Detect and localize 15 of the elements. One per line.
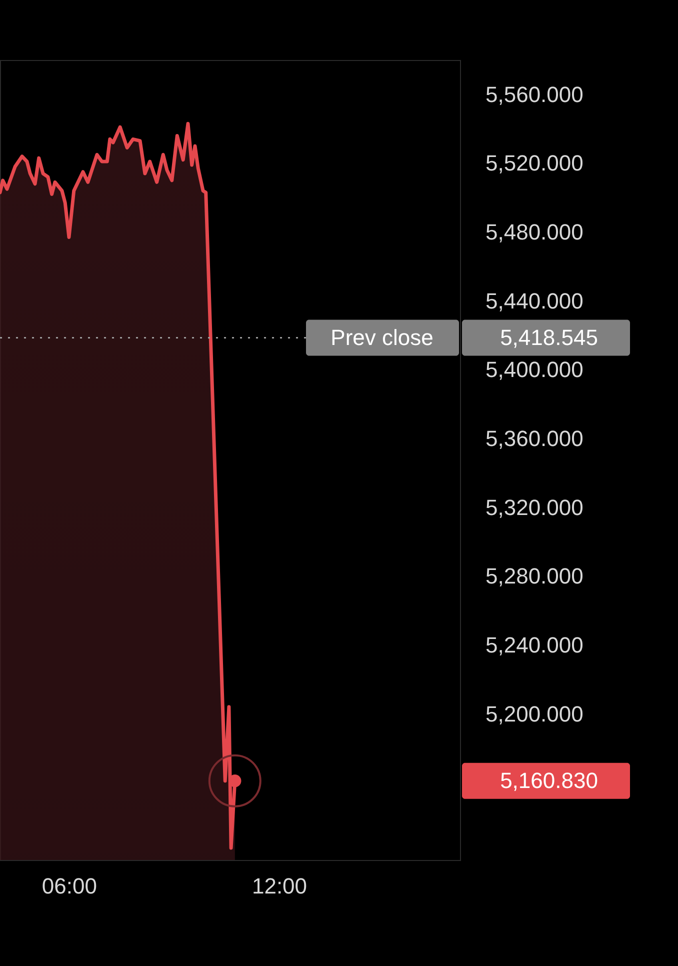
y-tick-label: 5,320.000	[486, 494, 584, 520]
y-tick-label: 5,200.000	[486, 701, 584, 726]
y-tick-label: 5,440.000	[486, 288, 584, 314]
text: 5,418.545	[500, 324, 598, 350]
y-tick-label: 5,520.000	[486, 150, 584, 176]
text: 5,160.830	[500, 768, 598, 793]
x-tick-label: 06:00	[42, 874, 97, 898]
y-tick-label: 5,400.000	[486, 357, 584, 382]
y-tick-label: 5,360.000	[486, 426, 584, 451]
y-tick-label: 5,560.000	[486, 82, 584, 107]
x-tick-label: 12:00	[252, 874, 308, 898]
y-tick-label: 5,280.000	[486, 564, 584, 589]
y-tick-label: 5,240.000	[486, 632, 584, 658]
y-tick-label: 5,480.000	[486, 220, 584, 245]
ref-line-label: Prev close	[330, 324, 434, 350]
